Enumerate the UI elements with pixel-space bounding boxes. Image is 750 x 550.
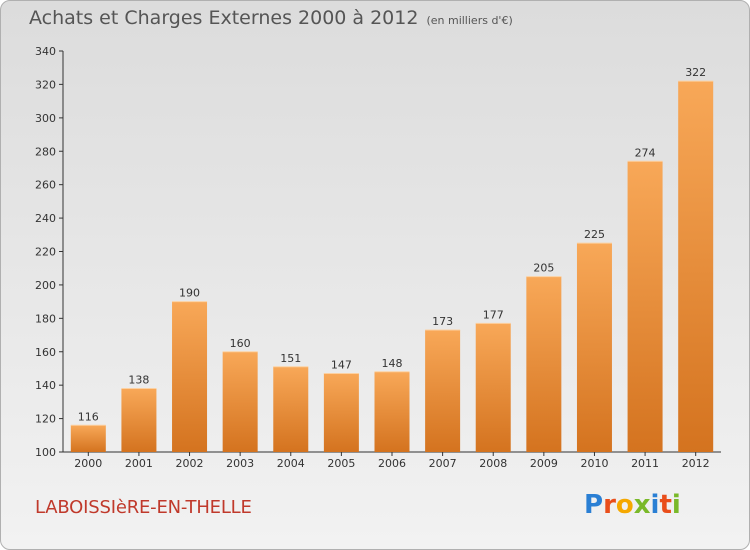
logo-letter: o [615, 490, 634, 520]
y-tick-label: 280 [35, 145, 56, 158]
bar-value-label: 177 [483, 308, 504, 321]
bar [70, 425, 106, 452]
x-tick-label: 2004 [277, 457, 305, 470]
x-tick-label: 2007 [429, 457, 457, 470]
x-tick-label: 2009 [530, 457, 558, 470]
bar [323, 373, 359, 452]
bar [273, 366, 309, 452]
logo-letter: P [584, 490, 604, 520]
bar-value-label: 160 [230, 337, 251, 350]
x-tick-label: 2005 [327, 457, 355, 470]
bar-value-label: 116 [78, 410, 99, 423]
bar-value-label: 147 [331, 358, 352, 371]
bar [678, 81, 714, 452]
x-tick-label: 2012 [682, 457, 710, 470]
bar [627, 161, 663, 452]
y-tick-label: 300 [35, 112, 56, 125]
y-tick-label: 340 [35, 45, 56, 58]
chart-subtitle: (en milliers d'€) [426, 14, 513, 27]
x-tick-label: 2002 [176, 457, 204, 470]
bar [425, 330, 461, 452]
x-tick-label: 2006 [378, 457, 406, 470]
x-tick-label: 2003 [226, 457, 254, 470]
bar [121, 388, 157, 452]
bar-value-label: 322 [685, 66, 706, 79]
bar [172, 301, 208, 452]
chart-title-text: Achats et Charges Externes 2000 à 2012 [29, 7, 419, 29]
y-tick-label: 140 [35, 379, 56, 392]
bar-value-label: 148 [382, 357, 403, 370]
y-tick-label: 220 [35, 246, 56, 259]
chart-title: Achats et Charges Externes 2000 à 2012 (e… [29, 7, 513, 29]
x-tick-label: 2010 [580, 457, 608, 470]
y-tick-label: 240 [35, 212, 56, 225]
x-tick-label: 2011 [631, 457, 659, 470]
y-tick-label: 200 [35, 279, 56, 292]
logo-letter: r [603, 490, 616, 520]
x-tick-label: 2000 [74, 457, 102, 470]
bar [374, 371, 410, 452]
proxiti-logo: Proxiti [584, 490, 681, 520]
y-tick-label: 180 [35, 312, 56, 325]
bar-value-label: 225 [584, 228, 605, 241]
bar-value-label: 173 [432, 315, 453, 328]
bar-value-label: 274 [635, 146, 656, 159]
bar [526, 276, 562, 452]
y-tick-label: 120 [35, 413, 56, 426]
bar-value-label: 138 [128, 374, 149, 387]
bar-value-label: 151 [280, 352, 301, 365]
logo-letter: t [659, 490, 672, 520]
commune-name: LABOISSIèRE-EN-THELLE [35, 497, 252, 518]
x-tick-label: 2001 [125, 457, 153, 470]
bar [576, 243, 612, 452]
x-tick-label: 2008 [479, 457, 507, 470]
bar [475, 323, 511, 452]
y-tick-label: 160 [35, 346, 56, 359]
bar-value-label: 205 [533, 262, 554, 275]
y-tick-label: 260 [35, 179, 56, 192]
bar [222, 351, 258, 452]
y-tick-label: 320 [35, 78, 56, 91]
y-tick-label: 100 [35, 446, 56, 459]
bar-value-label: 190 [179, 287, 200, 300]
logo-letter: x [633, 490, 651, 520]
logo-letter: i [650, 490, 660, 520]
logo-letter: i [671, 490, 681, 520]
